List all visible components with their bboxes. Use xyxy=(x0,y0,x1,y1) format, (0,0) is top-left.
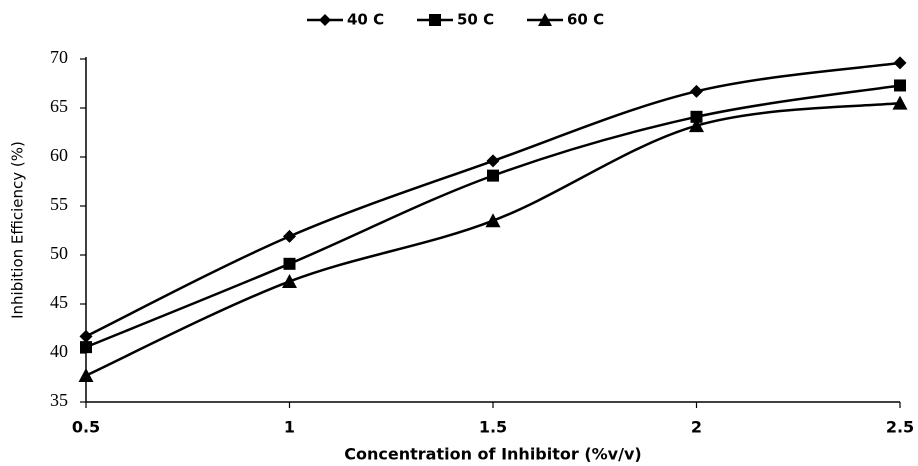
data-point xyxy=(282,273,297,288)
y-tick-label: 60 xyxy=(50,145,68,165)
series-line xyxy=(85,61,901,338)
legend-label: 40 C xyxy=(347,11,384,29)
y-tick-label: 40 xyxy=(50,341,68,361)
x-tick-label: 2.5 xyxy=(886,418,914,437)
data-point xyxy=(892,95,908,110)
y-tick-label: 55 xyxy=(50,194,68,214)
legend-marker xyxy=(429,14,441,26)
data-point xyxy=(894,79,906,92)
y-tick-label: 50 xyxy=(50,243,68,263)
data-point xyxy=(486,154,500,168)
data-point xyxy=(690,84,703,98)
data-point xyxy=(485,213,501,228)
legend-label: 50 C xyxy=(457,11,494,29)
data-point xyxy=(893,56,907,70)
data-point xyxy=(78,368,94,383)
x-axis-label: Concentration of Inhibitor (%v/v) xyxy=(344,445,641,464)
data-point xyxy=(283,257,296,270)
x-tick-label: 1.5 xyxy=(479,418,507,437)
legend-marker xyxy=(538,13,552,26)
y-tick-label: 35 xyxy=(50,390,68,410)
data-point xyxy=(690,110,703,123)
legend-label: 60 C xyxy=(567,11,604,29)
y-tick-label: 70 xyxy=(50,47,68,67)
x-tick-label: 1 xyxy=(284,418,295,437)
series-line xyxy=(85,101,901,377)
x-tick-label: 0.5 xyxy=(72,418,100,437)
y-axis-label: Inhibition Efficiency (%) xyxy=(9,141,27,319)
y-tick-label: 65 xyxy=(50,96,68,116)
x-tick-label: 2 xyxy=(691,418,702,437)
data-point xyxy=(689,118,704,133)
data-point xyxy=(79,329,93,343)
data-point xyxy=(80,341,92,354)
y-tick-label: 45 xyxy=(50,292,68,312)
legend-marker xyxy=(319,14,331,26)
data-point xyxy=(283,229,296,243)
data-point xyxy=(487,169,499,182)
